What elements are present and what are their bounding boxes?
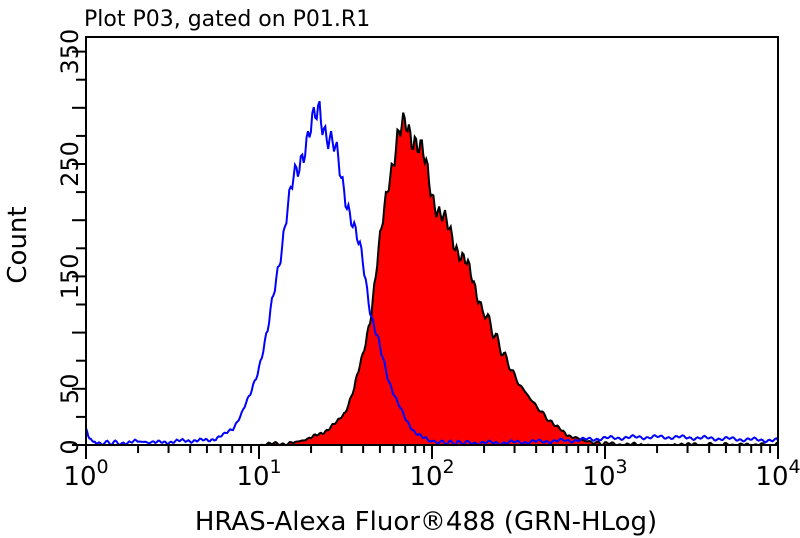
y-tick-label: 350 [56,29,84,75]
chart-title: Plot P03, gated on P01.R1 [84,7,370,32]
x-tick-label: 103 [582,456,627,492]
y-tick-label: 50 [56,374,84,405]
x-tick-label: 100 [63,456,108,492]
x-tick-label: 102 [409,456,454,492]
x-tick-label: 104 [755,456,800,492]
series-line-0 [85,100,779,447]
axes-layer: 50 150 250 350 0 100 101 102 103 104 [56,29,800,492]
x-axis-label: HRAS-Alexa Fluor®488 (GRN-HLog) [195,507,657,537]
y-tick-label: 250 [56,141,84,187]
series-layer [85,100,779,447]
series-fill-1 [259,112,778,445]
x-tick-label: 101 [236,456,281,492]
y-axis-label: Count [3,206,33,283]
y-tick-label: 150 [56,253,84,299]
y-tick-label-zero: 0 [56,439,84,454]
